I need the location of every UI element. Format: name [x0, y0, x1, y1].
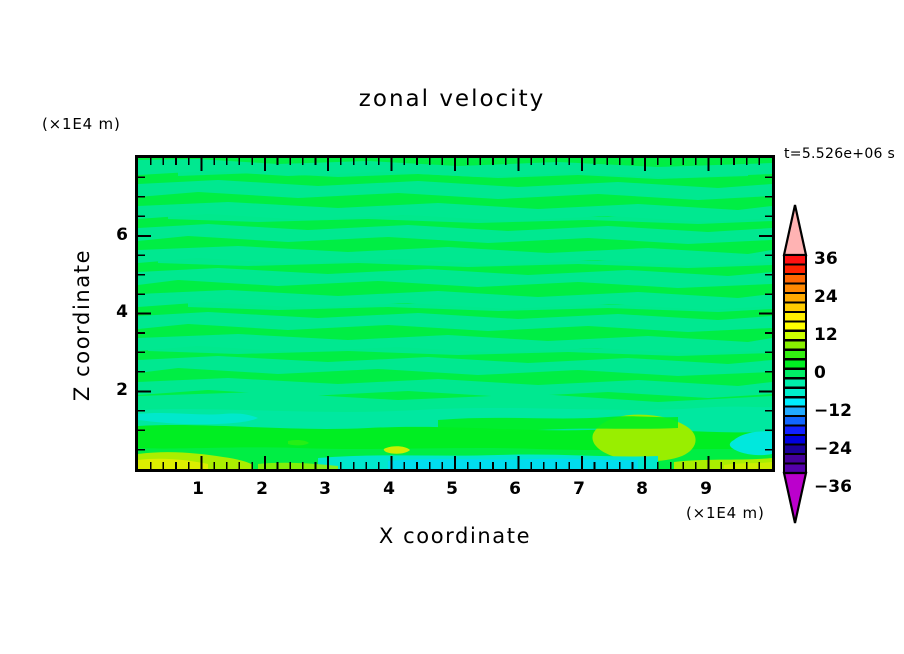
y-axis-unit-label: (×1E4 m): [42, 115, 121, 133]
colorbar-over-arrow: [782, 204, 808, 257]
colorbar-band: [782, 253, 808, 266]
x-axis-title: X coordinate: [378, 524, 532, 548]
x-tick-label-2: 2: [256, 479, 268, 499]
colorbar-band: [782, 405, 808, 418]
y-tick-label-6: 6: [116, 225, 128, 245]
colorbar[interactable]: [780, 203, 810, 525]
contour-field: [138, 158, 772, 469]
colorbar-band: [782, 462, 808, 475]
colorbar-band: [782, 263, 808, 276]
colorbar-band: [782, 358, 808, 370]
colorbar-band: [782, 282, 808, 295]
x-tick-label-3: 3: [319, 479, 331, 499]
colorbar-band: [782, 320, 808, 332]
x-tick-label-8: 8: [636, 479, 648, 499]
colorbar-label-neg-24: −24: [814, 439, 852, 459]
colorbar-band: [782, 386, 808, 399]
colorbar-band: [782, 377, 808, 389]
colorbar-band: [782, 367, 808, 380]
colorbar-band: [782, 339, 808, 351]
page-title: zonal velocity: [358, 86, 546, 112]
colorbar-label-0: 0: [814, 363, 826, 383]
x-tick-label-6: 6: [509, 479, 521, 499]
colorbar-label-neg-12: −12: [814, 401, 852, 421]
colorbar-band: [782, 396, 808, 408]
colorbar-band: [782, 329, 808, 342]
y-axis-title: Z coordinate: [70, 248, 94, 402]
x-tick-label-9: 9: [700, 479, 712, 499]
y-tick-label-2: 2: [116, 380, 128, 400]
x-tick-label-1: 1: [192, 479, 204, 499]
contour-plot-area: [135, 155, 775, 472]
timestamp-annotation: t=5.526e+06 s: [784, 146, 896, 162]
x-axis-unit-label: (×1E4 m): [686, 504, 765, 522]
colorbar-band: [782, 272, 808, 285]
colorbar-band: [782, 415, 808, 427]
colorbar-scale: [782, 204, 808, 524]
colorbar-band: [782, 424, 808, 437]
colorbar-band: [782, 452, 808, 465]
x-tick-label-7: 7: [573, 479, 585, 499]
colorbar-band: [782, 348, 808, 361]
colorbar-band: [782, 443, 808, 456]
colorbar-label-neg-36: −36: [814, 477, 852, 497]
colorbar-label-12: 12: [814, 325, 838, 345]
colorbar-band: [782, 433, 808, 446]
colorbar-band: [782, 291, 808, 304]
y-tick-label-4: 4: [116, 302, 128, 322]
colorbar-label-24: 24: [814, 287, 838, 307]
x-tick-label-4: 4: [383, 479, 395, 499]
x-tick-label-5: 5: [446, 479, 458, 499]
colorbar-under-arrow: [782, 471, 808, 524]
colorbar-band: [782, 310, 808, 323]
colorbar-label-36: 36: [814, 249, 838, 269]
colorbar-band: [782, 301, 808, 313]
